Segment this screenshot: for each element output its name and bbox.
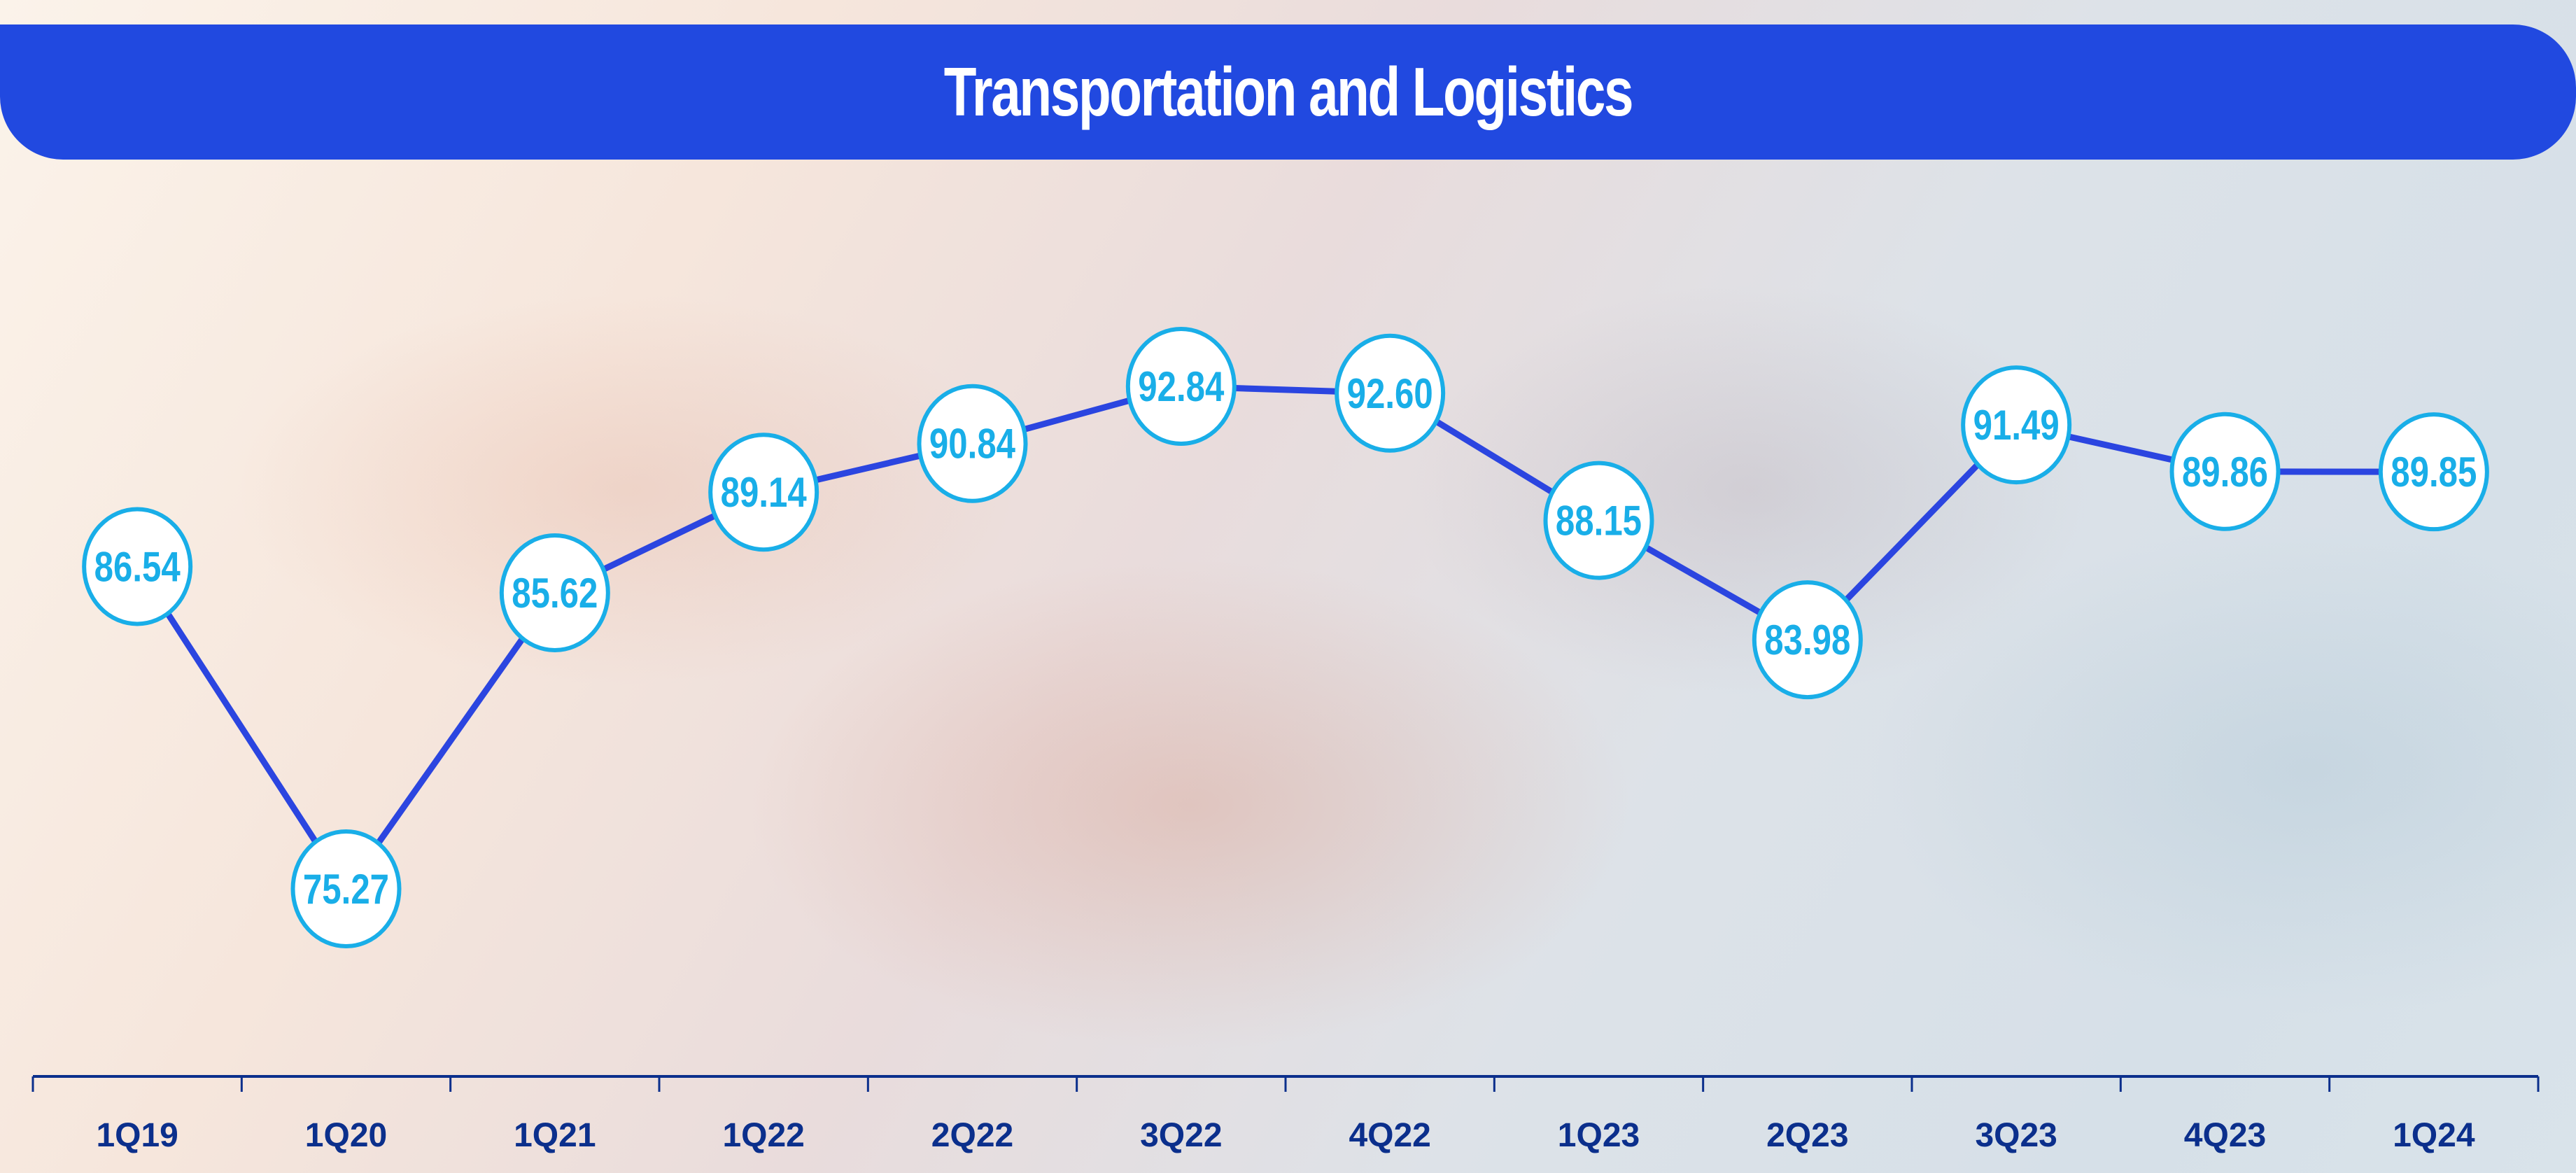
- series-line-segment: [134, 565, 349, 891]
- x-tick-label: 3Q23: [1975, 1117, 2057, 1154]
- data-point-marker: [1125, 327, 1237, 446]
- x-tick-label: 3Q22: [1140, 1117, 1222, 1154]
- data-point-marker: [499, 533, 610, 653]
- data-label: 92.60: [1347, 370, 1433, 417]
- x-tick-label: 1Q22: [722, 1117, 804, 1154]
- x-tick-label: 4Q23: [2184, 1117, 2266, 1154]
- data-point-marker: [2378, 412, 2489, 532]
- x-tick-label: 1Q19: [96, 1117, 178, 1154]
- data-point-marker: [2169, 412, 2281, 531]
- title-bar: Transportation and Logistics: [0, 24, 2576, 160]
- data-label: 90.84: [929, 420, 1016, 468]
- data-label: 85.62: [512, 569, 598, 617]
- data-point-marker: [1961, 365, 2072, 485]
- data-label: 89.86: [2182, 448, 2268, 496]
- data-point-marker: [1543, 461, 1654, 580]
- x-tick-label: 1Q20: [305, 1117, 387, 1154]
- x-tick-label: 4Q22: [1349, 1117, 1430, 1154]
- data-label: 91.49: [1973, 401, 2060, 449]
- x-tick-label: 1Q23: [1558, 1117, 1640, 1154]
- data-point-marker: [82, 507, 193, 626]
- x-tick-label: 1Q24: [2393, 1117, 2475, 1154]
- data-label: 89.14: [721, 469, 808, 517]
- data-point-marker: [708, 433, 819, 552]
- chart-title: Transportation and Logistics: [943, 53, 1634, 130]
- data-point-marker: [1752, 580, 1863, 700]
- data-label: 86.54: [94, 543, 181, 591]
- x-tick-label: 2Q23: [1766, 1117, 1848, 1154]
- data-label: 88.15: [1556, 497, 1642, 545]
- data-label: 89.85: [2391, 449, 2477, 496]
- data-point-marker: [290, 829, 402, 948]
- x-tick-label: 2Q22: [931, 1117, 1013, 1154]
- series-line-segment: [343, 591, 558, 891]
- x-tick-label: 1Q21: [514, 1117, 596, 1154]
- data-label: 75.27: [303, 865, 389, 913]
- data-label: 92.84: [1138, 363, 1225, 410]
- data-label: 83.98: [1764, 616, 1850, 663]
- data-point-marker: [917, 384, 1028, 503]
- data-point-marker: [1335, 333, 1446, 453]
